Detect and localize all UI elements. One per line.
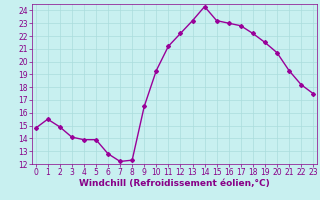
- X-axis label: Windchill (Refroidissement éolien,°C): Windchill (Refroidissement éolien,°C): [79, 179, 270, 188]
